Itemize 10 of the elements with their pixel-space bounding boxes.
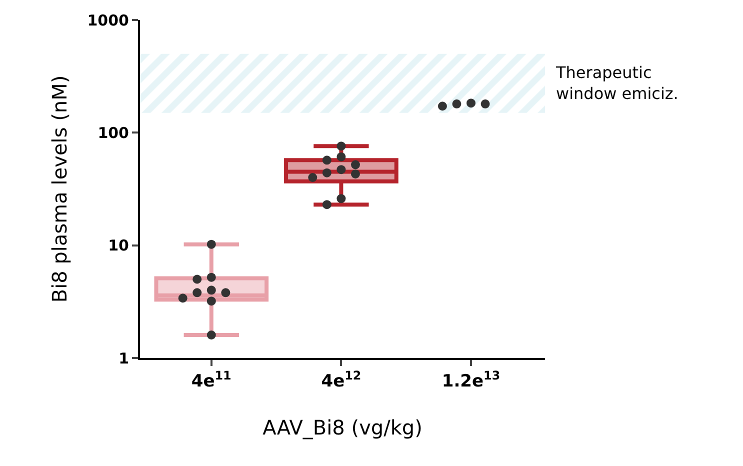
y-tick-label: 10 [108, 236, 129, 255]
y-tick-label: 1 [118, 349, 129, 368]
y-axis-title: Bi8 plasma levels (nM) [47, 75, 72, 303]
band-label: Therapeutic window emiciz. [555, 63, 678, 103]
y-tick-label: 1000 [87, 11, 129, 30]
y-tick-label: 100 [98, 124, 129, 142]
x-tick-label: 4e$^{11}$ [191, 368, 232, 392]
x-axis-title: AAV_Bi8 (vg/kg) [262, 415, 422, 440]
x-tick-label: 4e$^{12}$ [321, 368, 362, 392]
x-tick-label: 1.2e$^{13}$ [442, 368, 500, 392]
